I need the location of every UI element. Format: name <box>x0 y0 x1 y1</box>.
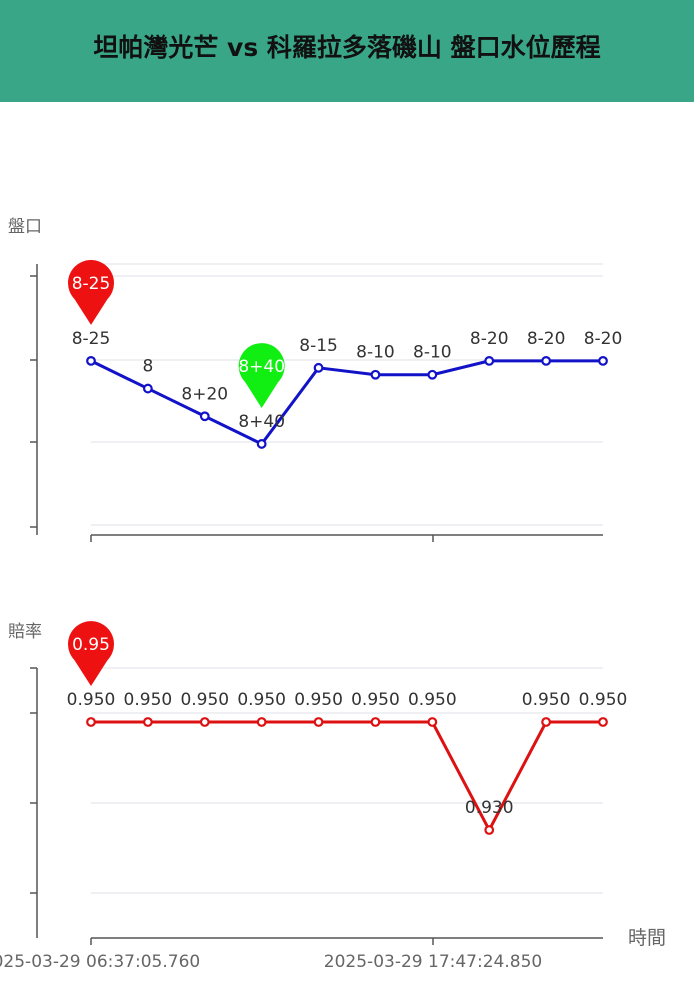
marker-pin-max: 0.95 <box>68 621 114 686</box>
data-label: 8 <box>142 357 153 377</box>
data-point <box>313 717 324 727</box>
data-label: 0.950 <box>237 690 286 710</box>
series-line <box>91 720 603 832</box>
marker-pin-max: 8-25 <box>68 260 115 325</box>
data-label: 0.950 <box>579 690 628 710</box>
series-line <box>90 359 603 446</box>
data-point <box>313 362 324 373</box>
data-point <box>86 717 96 727</box>
data-label: 0.950 <box>408 690 457 710</box>
data-point <box>541 717 552 727</box>
data-label: 8+40 <box>238 412 285 432</box>
x-tick-label: 2025-03-29 06:37:05.760 <box>0 952 200 972</box>
marker-pin-label: 8+40 <box>238 357 285 377</box>
marker-pin-min: 8+40 <box>238 343 285 408</box>
data-label: 0.950 <box>522 690 571 710</box>
data-label: 8-20 <box>584 329 623 349</box>
data-point <box>541 355 552 366</box>
data-label: 8-20 <box>527 329 566 349</box>
data-label: 8-25 <box>72 329 111 349</box>
data-label: 8+20 <box>181 384 228 404</box>
data-point <box>484 355 495 366</box>
data-label: 0.950 <box>351 690 400 710</box>
marker-pin-label: 0.95 <box>72 635 110 655</box>
data-point <box>484 825 495 835</box>
data-label: 8-20 <box>470 329 509 349</box>
header-bar: 坦帕灣光芒 vs 科羅拉多落磯山 盤口水位歷程 <box>0 0 694 102</box>
data-label: 8-15 <box>299 336 338 356</box>
data-point <box>142 383 153 394</box>
marker-pin-shape <box>238 343 285 408</box>
x-axis-label: 時間 <box>628 927 666 949</box>
data-label: 0.950 <box>124 690 173 710</box>
y-axis-label: 賠率 <box>8 622 42 642</box>
data-point <box>256 717 267 727</box>
page-title: 坦帕灣光芒 vs 科羅拉多落磯山 盤口水位歷程 <box>93 33 601 62</box>
data-label: 0.950 <box>180 690 229 710</box>
data-point <box>370 717 381 727</box>
marker-pin-shape <box>68 260 115 325</box>
data-point <box>598 355 608 366</box>
data-label: 8-10 <box>413 343 452 363</box>
data-point <box>427 717 438 727</box>
data-label: 0.950 <box>294 690 343 710</box>
data-point <box>370 369 381 380</box>
data-point <box>256 439 267 449</box>
data-point <box>86 355 96 366</box>
y-axis-label: 盤口 <box>8 217 42 237</box>
data-point <box>199 717 210 727</box>
chart-panel-2: 賠率 0.950 0.950 0.950 0.950 0.950 0.950 0.950 0.9… <box>0 621 666 972</box>
data-point <box>199 411 210 422</box>
chart-panel-1: 盤口 8-25 8 8+20 8+40 8-15 8-10 8-10 8-20 8-20 8-20 8… <box>8 217 622 542</box>
marker-pin-label: 8-25 <box>72 274 111 294</box>
data-point <box>142 717 153 727</box>
data-label: 0.930 <box>465 798 514 818</box>
data-label: 8-10 <box>356 343 395 363</box>
marker-pin-shape <box>68 621 114 686</box>
data-point <box>598 717 608 727</box>
x-tick-label: 2025-03-29 17:47:24.850 <box>324 952 542 972</box>
data-label: 0.950 <box>67 690 116 710</box>
data-point <box>427 369 438 380</box>
